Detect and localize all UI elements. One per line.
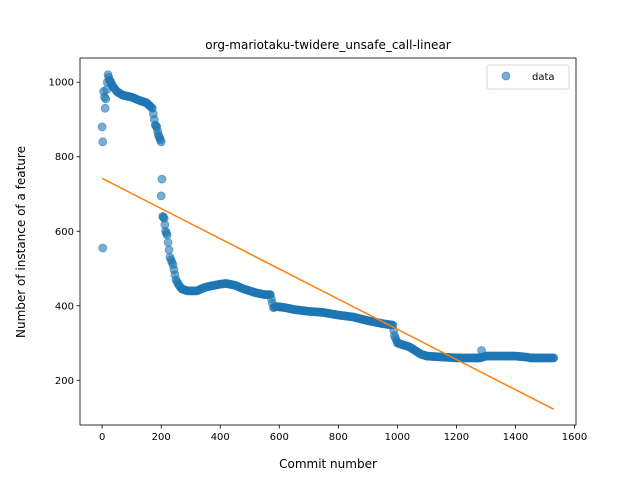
data-point (97, 122, 107, 132)
y-tick-label: 600 (55, 227, 74, 238)
axes: 0 200 400 600 800 1000 1200 1400 1600 200 400 600 80… (49, 57, 587, 443)
legend-box (486, 64, 570, 90)
data-point (477, 346, 486, 355)
x-tick-label: 1600 (562, 432, 587, 443)
legend-marker (501, 71, 511, 81)
x-tick-label: 1200 (444, 432, 469, 443)
data-point (549, 353, 559, 363)
y-tick-label: 1000 (49, 78, 74, 89)
data-point (156, 137, 166, 147)
x-axis-title: Commit number (279, 457, 377, 471)
data-point (100, 103, 110, 113)
y-tick-label: 200 (55, 376, 74, 387)
chart-title: org-mariotaku-twidere_unsafe_call-linear (205, 38, 451, 52)
legend-label: data (532, 72, 555, 83)
x-tick-label: 600 (270, 432, 289, 443)
data-point (98, 137, 108, 147)
axes-frame (79, 57, 577, 426)
data-point (163, 238, 173, 247)
plot-area (97, 70, 559, 411)
data-point (164, 245, 174, 255)
data-point (101, 94, 111, 104)
y-tick-label: 800 (55, 152, 74, 163)
x-tick-label: 0 (99, 432, 105, 443)
x-tick-label: 200 (152, 432, 171, 443)
data-point (156, 191, 166, 201)
data-point (98, 243, 108, 253)
x-tick-label: 1400 (503, 432, 528, 443)
x-tick-label: 800 (329, 432, 348, 443)
fit-line (101, 177, 555, 411)
legend: data (486, 64, 570, 90)
y-axis-title: Number of instance of a feature (14, 146, 28, 338)
x-tick-label: 1000 (385, 432, 410, 443)
y-tick-label: 400 (55, 301, 74, 312)
data-point (157, 174, 167, 184)
data-point (162, 230, 172, 240)
x-tick-label: 400 (211, 432, 230, 443)
